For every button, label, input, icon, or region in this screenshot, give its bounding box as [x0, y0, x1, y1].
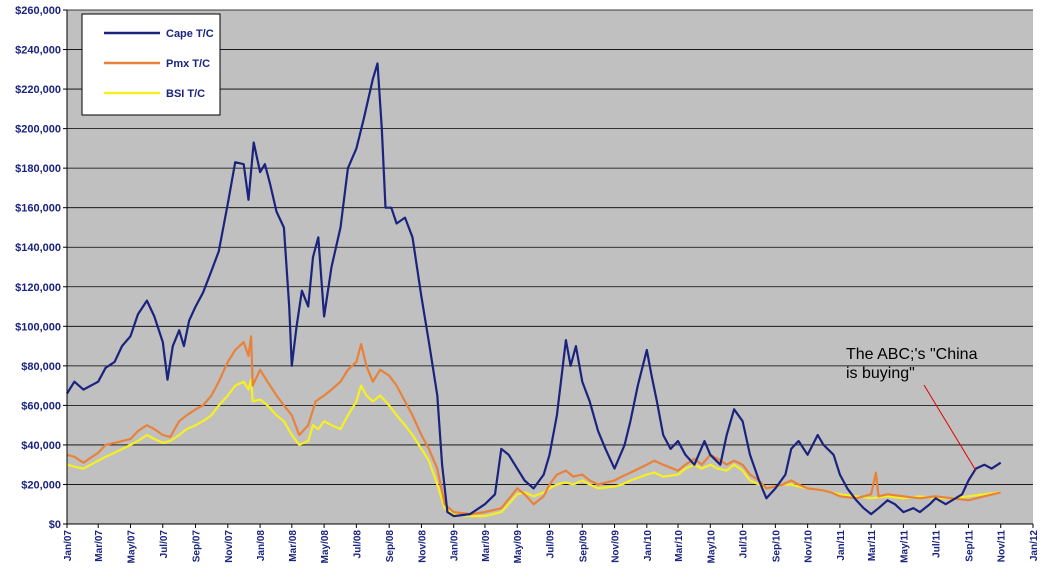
x-tick-label: Nov/10: [804, 530, 815, 563]
x-tick-label: Mar/09: [481, 530, 492, 562]
y-tick-label: $60,000: [21, 400, 61, 412]
y-axis-ticks: $0 $20,000 $40,000 $60,000 $80,000 $100,000 $1…: [15, 5, 67, 531]
y-tick-label: $20,000: [21, 479, 61, 491]
x-tick-label: Jan/09: [450, 530, 461, 562]
y-tick-label: $80,000: [21, 361, 61, 373]
legend-label: Pmx T/C: [166, 58, 210, 70]
x-tick-label: May/07: [126, 530, 137, 564]
y-tick-label: $160,000: [15, 203, 61, 215]
legend: Cape T/C Pmx T/C BSI T/C: [81, 13, 221, 116]
x-tick-label: Jan/08: [256, 530, 267, 562]
x-tick-label: Jan/12: [1029, 530, 1040, 562]
x-tick-label: Jul/09: [545, 530, 556, 559]
x-tick-label: Jan/11: [836, 530, 847, 561]
x-tick-label: Mar/08: [288, 530, 299, 562]
y-tick-label: $200,000: [15, 124, 61, 136]
x-tick-label: Nov/11: [997, 530, 1008, 563]
x-tick-label: Sep/07: [192, 530, 203, 563]
x-tick-label: Jan/10: [643, 530, 654, 562]
x-tick-label: Mar/10: [674, 530, 685, 562]
legend-label: Cape T/C: [166, 28, 214, 40]
x-axis-ticks: Jan/07 Mar/07 May/07 Jul/07 Sep/07 Nov/07 Jan/…: [63, 524, 1040, 563]
legend-box: [81, 13, 221, 116]
annotation-line-2: is buying": [846, 365, 915, 382]
y-tick-label: $260,000: [15, 5, 61, 17]
series-lines: [66, 62, 1002, 518]
y-tick-label: $140,000: [15, 242, 61, 254]
y-tick-label: $180,000: [15, 163, 61, 175]
y-tick-label: $40,000: [21, 440, 61, 452]
x-tick-label: Sep/11: [964, 530, 975, 562]
x-tick-label: Jul/11: [932, 530, 943, 558]
annotation-arrow: [923, 384, 977, 471]
y-tick-label: $220,000: [15, 84, 61, 96]
y-tick-label: $120,000: [15, 282, 61, 294]
x-tick-label: Jul/10: [739, 530, 750, 559]
x-tick-label: Jan/07: [63, 530, 74, 562]
x-tick-label: Mar/11: [867, 530, 878, 562]
y-tick-label: $0: [49, 519, 61, 531]
series-line-cape: [66, 62, 1002, 518]
x-tick-label: May/08: [320, 530, 331, 564]
legend-label: BSI T/C: [166, 88, 205, 100]
y-tick-label: $100,000: [15, 321, 61, 333]
x-tick-label: Nov/08: [417, 530, 428, 563]
x-tick-label: May/10: [706, 530, 717, 564]
x-tick-label: May/09: [513, 530, 524, 564]
x-tick-label: Jul/07: [159, 530, 170, 559]
series-line-pmx: [66, 335, 1001, 516]
plot-area: [67, 10, 1033, 524]
annotation-line-1: The ABC;'s "China: [846, 346, 978, 363]
x-tick-label: May/11: [899, 530, 910, 563]
x-tick-label: Sep/10: [771, 530, 782, 563]
x-tick-label: Sep/09: [578, 530, 589, 563]
x-tick-label: Sep/08: [385, 530, 396, 563]
x-tick-label: Jul/08: [352, 530, 363, 559]
y-tick-label: $240,000: [15, 45, 61, 57]
x-tick-label: Mar/07: [94, 530, 105, 562]
x-tick-label: Nov/07: [224, 530, 235, 563]
x-tick-label: Nov/09: [611, 530, 622, 563]
annotation: The ABC;'s "China is buying": [846, 345, 1036, 383]
